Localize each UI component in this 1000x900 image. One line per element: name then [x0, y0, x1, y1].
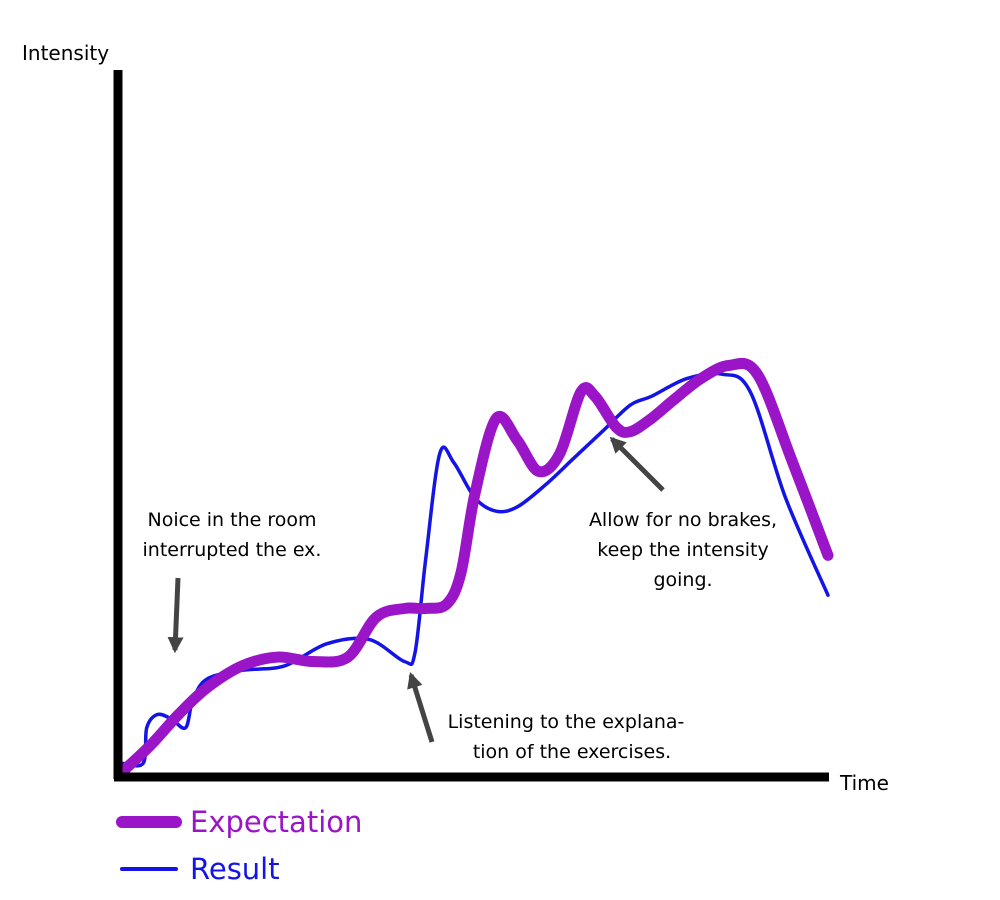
axes — [113, 70, 829, 782]
annotation-noise-line-2: interrupted the ex. — [143, 539, 322, 561]
series-layer — [116, 357, 834, 778]
y-axis-label: Intensity — [22, 41, 109, 65]
x-axis-label: Time — [839, 771, 889, 795]
annotation-no-brakes-line-1: Allow for no brakes, — [589, 509, 777, 531]
annotation-no-brakes-line-2: keep the intensity — [597, 539, 768, 561]
annotation-explanation: Listening to the explana- tion of the ex… — [407, 671, 685, 763]
annotation-no-brakes-arrow — [609, 436, 665, 492]
legend: Expectation Result — [116, 805, 362, 886]
series-line-expectation — [116, 357, 834, 778]
annotation-explanation-line-1: Listening to the explana- — [448, 711, 685, 733]
annotation-noise: Noice in the room interrupted the ex. — [143, 509, 322, 654]
legend-label-expectation: Expectation — [190, 805, 362, 839]
plot-area — [113, 70, 834, 782]
annotation-no-brakes-line-3: going. — [653, 569, 712, 591]
series-line-result — [120, 371, 830, 768]
annotation-explanation-line-2: tion of the exercises. — [473, 741, 671, 763]
annotation-no-brakes: Allow for no brakes, keep the intensity … — [589, 436, 777, 591]
annotation-noise-line-1: Noice in the room — [147, 509, 316, 531]
annotation-noise-arrow — [167, 577, 184, 654]
legend-label-result: Result — [190, 852, 280, 886]
annotation-explanation-arrow — [407, 671, 435, 743]
